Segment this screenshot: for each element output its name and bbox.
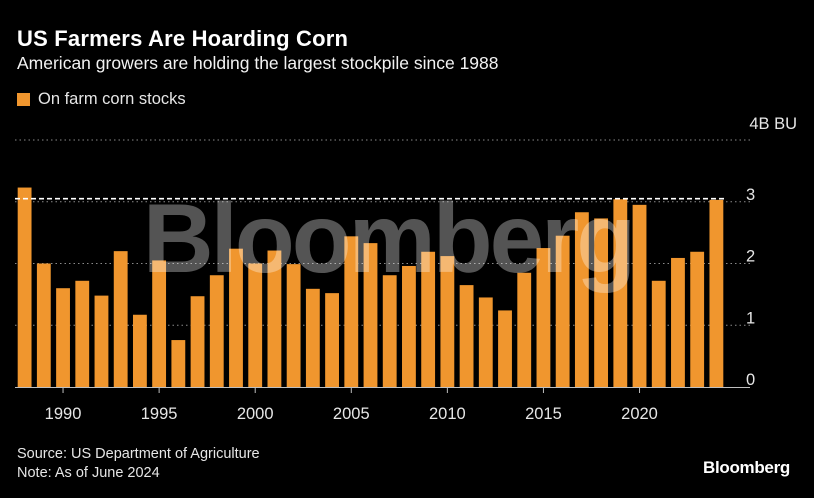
bar <box>459 285 474 387</box>
x-tick-label: 2005 <box>333 405 370 423</box>
x-tick-label: 2015 <box>525 405 562 423</box>
bar <box>94 295 109 387</box>
x-tick-label: 2010 <box>429 405 466 423</box>
legend-swatch <box>17 93 30 106</box>
bar <box>709 199 724 387</box>
y-tick-label: 0 <box>746 371 755 389</box>
source-text: Source: US Department of Agriculture <box>17 446 260 462</box>
y-axis-unit-label: 4B BU <box>749 115 797 133</box>
y-tick-label: 1 <box>746 309 755 327</box>
bar <box>517 272 532 387</box>
bar <box>286 264 301 387</box>
x-tick-label: 1990 <box>45 405 82 423</box>
legend-label: On farm corn stocks <box>38 90 186 108</box>
bar <box>671 257 685 387</box>
chart-subtitle: American growers are holding the largest… <box>17 53 499 73</box>
bar <box>56 288 70 387</box>
bar <box>248 263 263 387</box>
bar <box>75 280 90 387</box>
bar <box>440 256 455 387</box>
bar <box>690 251 705 387</box>
watermark: Bloomberg <box>143 183 633 293</box>
x-tick-label: 2020 <box>621 405 658 423</box>
bar <box>536 248 551 387</box>
bar <box>421 251 436 387</box>
source-note: Source: US Department of Agriculture Not… <box>17 445 260 483</box>
chart-title: US Farmers Are Hoarding Corn <box>17 26 349 51</box>
note-text: Note: As of June 2024 <box>17 465 160 481</box>
bar <box>229 248 243 387</box>
bar <box>555 235 570 387</box>
bar <box>267 250 282 387</box>
legend: On farm corn stocks <box>17 90 186 109</box>
bar <box>344 236 359 387</box>
bar <box>152 260 167 387</box>
bar <box>574 212 589 387</box>
bar <box>651 280 666 387</box>
bar <box>17 187 32 387</box>
bar <box>632 204 647 387</box>
bar <box>36 263 51 387</box>
bar <box>613 199 628 387</box>
bar <box>209 275 224 387</box>
bar <box>478 297 493 387</box>
bloomberg-logo: Bloomberg <box>702 458 790 477</box>
bar <box>132 314 147 387</box>
bar <box>305 288 320 387</box>
y-tick-label: 3 <box>746 186 755 204</box>
bar <box>382 275 397 387</box>
bar <box>113 251 128 387</box>
bar <box>190 296 205 387</box>
bar <box>325 293 339 387</box>
bar <box>402 265 416 387</box>
bar <box>363 243 378 387</box>
x-tick-label: 2000 <box>237 405 274 423</box>
bar <box>594 218 609 387</box>
bar <box>498 310 512 387</box>
x-tick-label: 1995 <box>141 405 178 423</box>
y-tick-label: 2 <box>746 248 755 266</box>
bar <box>171 340 186 387</box>
